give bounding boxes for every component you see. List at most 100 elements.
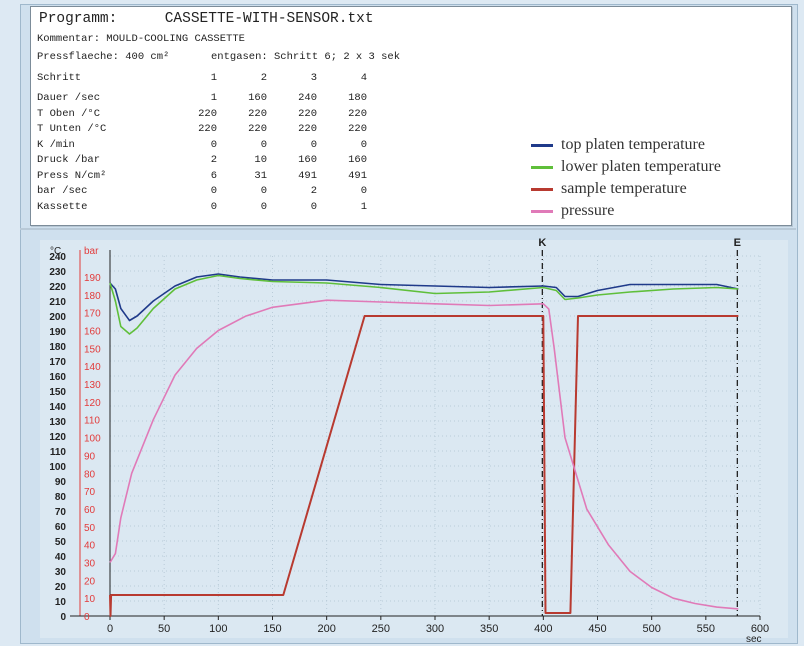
y-tick-label-temp: 120 xyxy=(49,432,66,443)
parameter-value: 6 xyxy=(210,169,217,182)
parameter-value: 0 xyxy=(310,138,317,151)
parameter-name: T Unten /°C xyxy=(37,123,107,135)
parameter-value: 160 xyxy=(298,154,317,166)
y-tick-label-bar: 130 xyxy=(84,380,101,391)
parameter-value: 0 xyxy=(210,185,217,197)
step-header-label: Schritt xyxy=(37,72,82,84)
y-tick-label-bar: 150 xyxy=(84,344,101,355)
y-tick-label-temp: 100 xyxy=(49,462,66,473)
parameter-name: T Oben /°C xyxy=(37,107,101,120)
y-tick-label-temp: 180 xyxy=(49,342,66,353)
y-tick-label-bar: 20 xyxy=(84,576,96,587)
parameter-value: 1 xyxy=(360,200,367,213)
y-tick-label-bar: 120 xyxy=(84,398,101,409)
parameter-value: 220 xyxy=(248,123,267,135)
parameter-value: 220 xyxy=(348,123,367,135)
y-tick-label-bar: 50 xyxy=(84,523,96,534)
y-tick-label-bar: 190 xyxy=(84,273,101,284)
program-info-panel: Programm: CASSETTE-WITH-SENSOR.txt Komme… xyxy=(30,6,792,226)
legend-label: top platen temperature xyxy=(561,136,705,153)
parameter-value: 491 xyxy=(348,169,367,182)
parameter-value: 240 xyxy=(298,92,317,104)
y-tick-label-temp: 160 xyxy=(49,372,66,383)
y-tick-label-temp: 130 xyxy=(49,417,66,428)
y-tick-label-bar: 0 xyxy=(84,612,90,623)
y-tick-label-temp: 240 xyxy=(49,252,66,263)
y-tick-label-bar: 10 xyxy=(84,594,96,605)
y-tick-label-temp: 150 xyxy=(49,387,66,398)
y-tick-label-temp: 190 xyxy=(49,327,66,338)
legend-label: pressure xyxy=(561,202,615,219)
parameter-value: 160 xyxy=(348,154,367,166)
y-tick-label-temp: 140 xyxy=(49,402,66,413)
series-line xyxy=(109,274,739,335)
y-tick-label-bar: 100 xyxy=(84,434,101,445)
y-tick-label-bar: 30 xyxy=(84,558,96,569)
x-tick-label: 300 xyxy=(426,623,444,635)
x-tick-label: 600 xyxy=(751,623,769,635)
parameter-value: 0 xyxy=(260,200,267,213)
y-tick-label-temp: 60 xyxy=(55,522,67,533)
y-axis-label-temp: °C xyxy=(50,246,61,257)
y-tick-label-temp: 230 xyxy=(49,267,66,278)
series-line xyxy=(109,299,739,610)
x-tick-label: 100 xyxy=(209,623,227,635)
parameter-value: 160 xyxy=(248,92,267,104)
parameter-value: 220 xyxy=(298,107,317,120)
y-tick-label-bar: 90 xyxy=(84,451,96,462)
parameter-value: 1 xyxy=(210,92,217,104)
y-tick-label-temp: 0 xyxy=(60,612,66,623)
legend-label: lower platen temperature xyxy=(561,158,721,175)
y-tick-label-temp: 80 xyxy=(55,492,67,503)
legend-swatch xyxy=(531,210,553,213)
program-title-label: Programm: xyxy=(39,11,118,27)
y-tick-label-bar: 180 xyxy=(84,291,101,302)
y-tick-label-temp: 210 xyxy=(49,297,66,308)
y-tick-label-temp: 50 xyxy=(55,537,67,548)
y-tick-label-bar: 80 xyxy=(84,469,96,480)
parameter-value: 0 xyxy=(210,138,217,151)
y-tick-label-bar: 160 xyxy=(84,327,101,338)
parameter-value: 0 xyxy=(310,200,317,213)
marker-label: K xyxy=(538,237,546,249)
y-tick-label-bar: 70 xyxy=(84,487,96,498)
y-tick-label-bar: 40 xyxy=(84,541,96,552)
legend-swatch xyxy=(531,188,553,191)
program-title-row: Programm: CASSETTE-WITH-SENSOR.txt xyxy=(39,11,374,27)
parameter-value: 220 xyxy=(298,123,317,135)
x-tick-label: 400 xyxy=(534,623,552,635)
parameter-name: Press N/cm² xyxy=(37,169,107,182)
y-tick-label-temp: 110 xyxy=(50,447,67,458)
plot-background xyxy=(40,240,788,638)
x-tick-label: 0 xyxy=(107,623,113,635)
step-number: 4 xyxy=(360,72,367,84)
y-tick-label-bar: 110 xyxy=(84,416,100,427)
series-line xyxy=(109,273,739,322)
parameter-name: Kassette xyxy=(37,200,88,213)
x-tick-label: 50 xyxy=(158,623,170,635)
x-tick-label: 200 xyxy=(317,623,335,635)
y-tick-label-bar: 140 xyxy=(84,362,101,373)
legend-label: sample temperature xyxy=(561,180,687,197)
y-tick-label-temp: 90 xyxy=(55,477,67,488)
parameter-value: 2 xyxy=(310,185,317,197)
parameter-name: K /min xyxy=(37,138,75,151)
program-comment: Kommentar: MOULD-COOLING CASSETTE xyxy=(37,33,245,45)
y-tick-label-bar: 60 xyxy=(84,505,96,516)
parameter-value: 491 xyxy=(298,169,317,182)
parameter-value: 0 xyxy=(360,185,367,197)
parameter-name: Druck /bar xyxy=(37,154,101,166)
degas-setting: entgasen: Schritt 6; 2 x 3 sek xyxy=(211,51,401,63)
parameter-name: bar /sec xyxy=(37,185,88,197)
x-tick-label: 250 xyxy=(372,623,390,635)
y-tick-label-temp: 30 xyxy=(55,567,67,578)
parameter-value: 220 xyxy=(198,107,217,120)
step-number: 2 xyxy=(260,72,267,84)
panel-divider xyxy=(20,228,796,230)
parameter-value: 180 xyxy=(348,92,367,104)
x-axis-label: sec xyxy=(746,634,762,645)
parameter-value: 10 xyxy=(254,154,267,166)
y-axis-label-bar: bar xyxy=(84,246,99,257)
legend-swatch xyxy=(531,144,553,147)
